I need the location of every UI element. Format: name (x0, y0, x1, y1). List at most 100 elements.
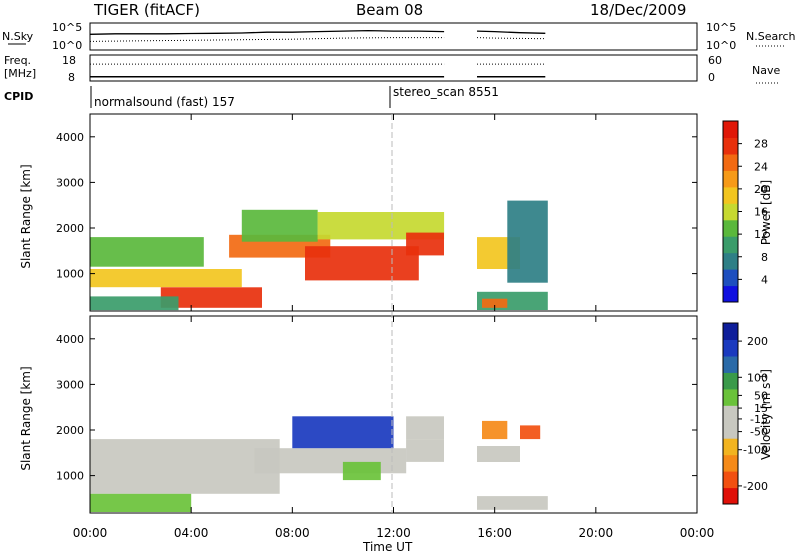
y-tick-label-0: 1000 (56, 470, 84, 483)
cpid-segment-1: normalsound (fast) 157 (94, 95, 235, 109)
nsky-tick-low: 10^0 (52, 39, 82, 52)
colorbar-tick-label-6: -100 (743, 444, 768, 457)
colorbar-swatch-3 (723, 236, 738, 254)
colorbar-swatch-0 (723, 285, 738, 303)
velocity-region-2 (254, 448, 407, 474)
freq-panel: Freq. [MHz] 18 8 60 0 Nave (4, 54, 780, 84)
y-tick-label-0: 1000 (56, 268, 84, 281)
colorbar-tick-label-7: -200 (743, 480, 768, 493)
beam-label: Beam 08 (356, 1, 423, 19)
velocity-region-3 (292, 416, 394, 449)
x-tick-label-3: 12:00 (376, 526, 411, 540)
y-tick-label-1: 2000 (56, 222, 84, 235)
colorbar-tick-label-1: 8 (761, 251, 768, 264)
colorbar-swatch-2 (723, 454, 738, 472)
y-tick-label-3: 4000 (56, 333, 84, 346)
power-colorbar: 4 8 12 16 20 24 28 (722, 120, 768, 303)
colorbar-tick-label-2: 50 (754, 389, 768, 402)
nsearch-series-line-2 (476, 37, 546, 40)
nsearch-tick-high: 10^5 (706, 21, 736, 34)
cpid-segment-2: stereo_scan 8551 (393, 85, 499, 99)
colorbar-swatch-10 (723, 323, 738, 340)
nave-label: Nave (752, 64, 780, 77)
nsky-tick-high: 10^5 (52, 21, 82, 34)
x-tick-label-1: 04:00 (174, 526, 209, 540)
velocity-region-4 (342, 461, 381, 481)
x-tick-label-4: 16:00 (477, 526, 512, 540)
colorbar-swatch-1 (723, 471, 738, 489)
y-tick-label-3: 4000 (56, 131, 84, 144)
colorbar-tick-label-5: -50 (750, 426, 768, 439)
colorbar-tick-label-3: 15 (754, 402, 768, 415)
nsky-panel: N.Sky 10^5 10^0 10^5 10^0 N.Search (2, 21, 796, 52)
y-tick-label-2: 3000 (56, 378, 84, 391)
power-x-ticks (89, 114, 698, 311)
nsky-frame (89, 22, 698, 51)
freq-tick-low: 8 (68, 71, 75, 84)
velocity-region-1 (90, 493, 192, 512)
nave-tick-low: 0 (708, 71, 715, 84)
colorbar-tick-label-0: 4 (761, 273, 768, 286)
power-y-axis: 1000 2000 3000 4000 (56, 131, 697, 281)
radar-title: TIGER (fitACF) (93, 1, 200, 19)
colorbar-swatch-7 (723, 372, 738, 390)
colorbar-tick-label-5: 24 (754, 160, 768, 173)
colorbar-tick-label-6: 28 (754, 138, 768, 151)
colorbar-swatch-0 (723, 487, 738, 505)
nave-tick-high: 60 (708, 54, 722, 67)
velocity-region-9 (520, 425, 541, 440)
colorbar-swatch-4 (723, 421, 738, 439)
colorbar-tick-label-3: 16 (754, 206, 768, 219)
colorbar-swatch-4 (723, 219, 738, 237)
x-tick-label-0: 00:00 (73, 526, 108, 540)
colorbar-tick-label-1: 100 (747, 371, 768, 384)
colorbar-tick-label-0: 200 (747, 335, 768, 348)
nsky-series-line (89, 29, 445, 35)
velocity-y-axis: 1000 2000 3000 4000 (56, 333, 697, 483)
colorbar-tick-label-2: 12 (754, 228, 768, 241)
colorbar-swatch-8 (723, 153, 738, 171)
colorbar-frame (722, 322, 739, 505)
x-tick-label-2: 08:00 (275, 526, 310, 540)
date-label: 18/Dec/2009 (590, 1, 686, 19)
cpid-row: CPID normalsound (fast) 157 stereo_scan … (4, 85, 499, 109)
velocity-panel: 1000 2000 3000 4000 Slant Range [km] 200 100… (19, 315, 773, 514)
velocity-heatmap (90, 416, 548, 512)
power-region-0 (90, 237, 204, 267)
power-heatmap (90, 200, 548, 311)
freq-frame (89, 54, 698, 82)
velocity-x-ticks (89, 316, 698, 513)
colorbar-swatch-7 (723, 170, 738, 188)
colorbar-swatch-6 (723, 388, 738, 406)
velocity-region-7 (477, 446, 520, 462)
colorbar-swatch-8 (723, 355, 738, 373)
freq-unit: [MHz] (4, 67, 36, 80)
nsearch-tick-low: 10^0 (706, 39, 736, 52)
velocity-y-label: Slant Range [km] (19, 366, 33, 470)
freq-label: Freq. (4, 54, 31, 67)
nsearch-label: N.Search (746, 30, 796, 43)
power-region-2 (160, 287, 262, 308)
colorbar-tick-label-4: -15 (750, 413, 768, 426)
power-region-11 (482, 298, 508, 308)
colorbar-swatch-6 (723, 186, 738, 204)
power-colorbar-label: Power [dB] (759, 180, 773, 245)
power-region-5 (305, 246, 419, 281)
power-region-1 (90, 269, 242, 288)
time-axis-labels: 00:00 04:00 08:00 12:00 16:00 20:00 00:00 (73, 526, 715, 540)
colorbar-tick-label-4: 20 (754, 183, 768, 196)
colorbar-swatch-9 (723, 137, 738, 155)
cpid-label: CPID (4, 90, 33, 103)
colorbar-swatch-3 (723, 438, 738, 456)
x-tick-label-6: 00:00 (680, 526, 715, 540)
colorbar-swatch-9 (723, 339, 738, 357)
power-region-3 (90, 296, 179, 311)
y-tick-label-2: 3000 (56, 176, 84, 189)
x-tick-label-5: 20:00 (579, 526, 614, 540)
colorbar-swatch-2 (723, 252, 738, 270)
power-region-12 (507, 200, 548, 283)
velocity-region-6 (406, 416, 444, 440)
power-region-8 (406, 232, 444, 256)
